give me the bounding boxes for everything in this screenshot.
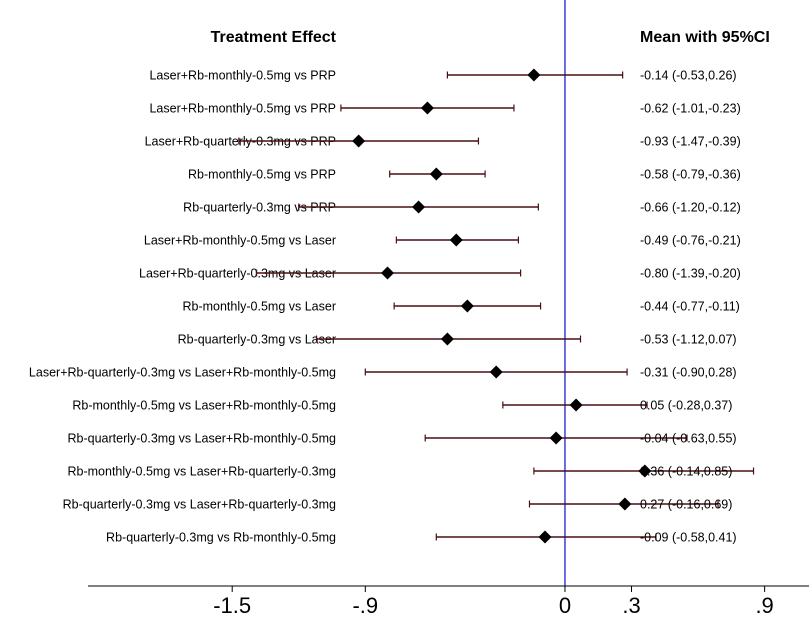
mean-diamond (449, 233, 463, 247)
x-tick-label: .9 (755, 593, 773, 618)
row-label: Laser+Rb-quarterly-0.3mg vs Laser (139, 267, 336, 281)
row-label: Laser+Rb-quarterly-0.3mg vs Laser+Rb-mon… (29, 366, 336, 380)
row-estimate: 0.05 (-0.28,0.37) (640, 399, 732, 413)
forest-row: Laser+Rb-quarterly-0.3mg vs Laser+Rb-mon… (29, 365, 737, 380)
forest-row: Rb-monthly-0.5mg vs Laser+Rb-monthly-0.5… (72, 398, 732, 413)
row-label: Rb-monthly-0.5mg vs PRP (188, 168, 336, 182)
row-label: Laser+Rb-monthly-0.5mg vs PRP (149, 69, 336, 83)
left-header: Treatment Effect (211, 29, 337, 46)
mean-diamond (538, 530, 552, 544)
x-tick-label: 0 (559, 593, 571, 618)
row-label: Rb-quarterly-0.3mg vs Laser+Rb-quarterly… (63, 498, 336, 512)
row-label: Laser+Rb-monthly-0.5mg vs Laser (144, 234, 336, 248)
row-estimate: -0.31 (-0.90,0.28) (640, 366, 737, 380)
row-estimate: -0.62 (-1.01,-0.23) (640, 102, 741, 116)
row-estimate: 0.27 (-0.16,0.69) (640, 498, 732, 512)
row-label: Rb-monthly-0.5mg vs Laser (182, 300, 336, 314)
mean-diamond (638, 464, 652, 478)
forest-row: Rb-quarterly-0.3mg vs PRP -0.66 (-1.20,-0… (183, 200, 741, 215)
mean-diamond (380, 266, 394, 280)
row-label: Laser+Rb-monthly-0.5mg vs PRP (149, 102, 336, 116)
row-estimate: -0.53 (-1.12,0.07) (640, 333, 737, 347)
mean-diamond (527, 68, 541, 82)
forest-row: Laser+Rb-quarterly-0.3mg vs Laser -0.80 (… (139, 266, 741, 281)
row-label: Rb-monthly-0.5mg vs Laser+Rb-monthly-0.5… (72, 399, 336, 413)
mean-diamond (420, 101, 434, 115)
rows-layer: Laser+Rb-monthly-0.5mg vs PRP -0.14 (-0.5… (29, 0, 755, 586)
mean-diamond (549, 431, 563, 445)
x-axis: -1.5 -.9 0 .3 .9 (88, 585, 809, 618)
right-header: Mean with 95%CI (640, 29, 770, 46)
forest-row: Rb-quarterly-0.3mg vs Rb-monthly-0.5mg -0… (106, 530, 737, 545)
row-estimate: -0.09 (-0.58,0.41) (640, 531, 737, 545)
row-estimate: -0.49 (-0.76,-0.21) (640, 234, 741, 248)
x-tick-label: -.9 (352, 593, 378, 618)
mean-diamond (352, 134, 366, 148)
mean-diamond (460, 299, 474, 313)
forest-row: Rb-monthly-0.5mg vs Laser+Rb-quarterly-0… (67, 464, 755, 479)
row-estimate: -0.58 (-0.79,-0.36) (640, 168, 741, 182)
row-label: Rb-monthly-0.5mg vs Laser+Rb-quarterly-0… (67, 465, 336, 479)
row-estimate: -0.44 (-0.77,-0.11) (640, 300, 740, 314)
forest-row: Laser+Rb-monthly-0.5mg vs PRP -0.62 (-1.0… (149, 101, 741, 116)
x-tick-label: .3 (622, 593, 640, 618)
row-estimate: -0.04 (-0.63,0.55) (640, 432, 737, 446)
mean-diamond (569, 398, 583, 412)
mean-diamond (489, 365, 503, 379)
row-estimate: -0.14 (-0.53,0.26) (640, 69, 737, 83)
forest-row: Rb-quarterly-0.3mg vs Laser+Rb-monthly-0… (67, 431, 737, 446)
forest-row: Rb-monthly-0.5mg vs PRP -0.58 (-0.79,-0.3… (188, 167, 741, 182)
mean-diamond (412, 200, 426, 214)
row-estimate: -0.93 (-1.47,-0.39) (640, 135, 741, 149)
forest-row: Laser+Rb-monthly-0.5mg vs Laser -0.49 (-0… (144, 233, 741, 248)
forest-row: Rb-monthly-0.5mg vs Laser -0.44 (-0.77,-0… (182, 299, 740, 314)
mean-diamond (429, 167, 443, 181)
row-label: Rb-quarterly-0.3mg vs Rb-monthly-0.5mg (106, 531, 336, 545)
forest-row: Laser+Rb-monthly-0.5mg vs PRP -0.14 (-0.5… (149, 68, 737, 83)
forest-row: Rb-quarterly-0.3mg vs Laser -0.53 (-1.12,… (178, 332, 737, 347)
forest-row: Laser+Rb-quarterly-0.3mg vs PRP -0.93 (-1… (145, 134, 741, 149)
row-estimate: -0.66 (-1.20,-0.12) (640, 201, 741, 215)
mean-diamond (440, 332, 454, 346)
forest-row: Rb-quarterly-0.3mg vs Laser+Rb-quarterly… (63, 497, 732, 512)
row-label: Rb-quarterly-0.3mg vs PRP (183, 201, 336, 215)
mean-diamond (618, 497, 632, 511)
row-estimate: -0.80 (-1.39,-0.20) (640, 267, 741, 281)
row-label: Rb-quarterly-0.3mg vs Laser+Rb-monthly-0… (67, 432, 336, 446)
x-tick-label: -1.5 (213, 593, 251, 618)
row-label: Rb-quarterly-0.3mg vs Laser (178, 333, 336, 347)
row-estimate: 0.36 (-0.14,0.85) (640, 465, 732, 479)
